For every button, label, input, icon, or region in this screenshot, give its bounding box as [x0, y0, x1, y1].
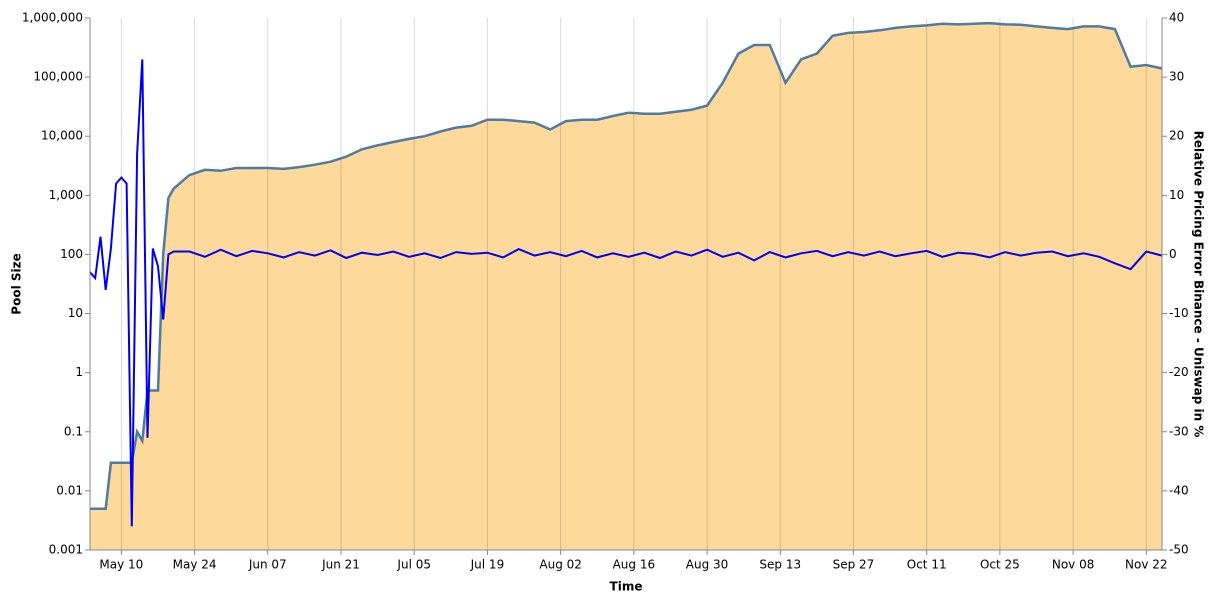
x-tick-label: Nov 22	[1125, 558, 1168, 572]
area	[90, 23, 1162, 551]
x-tick-label: Aug 30	[686, 558, 729, 572]
y2-tick-label: 10	[1169, 188, 1184, 202]
y-tick-label: 10,000	[41, 129, 83, 143]
y-tick-label: 10	[68, 306, 83, 320]
x-tick-label: May 10	[99, 558, 143, 572]
y-tick-label: 0.1	[64, 424, 83, 438]
x-axis-label: Time	[610, 580, 643, 594]
x-tick-label: Jul 19	[470, 558, 505, 572]
x-tick-label: Sep 27	[833, 558, 875, 572]
y2-tick-label: 20	[1169, 129, 1184, 143]
y-tick-label: 1,000,000	[22, 11, 83, 25]
line	[90, 21, 1163, 510]
y-axis-label: Pool Size	[10, 253, 24, 314]
x-tick-label: Jul 05	[396, 558, 431, 572]
y-tick-label: 0.001	[49, 543, 83, 557]
y2-tick-label: -30	[1169, 424, 1189, 438]
y2-tick-label: 40	[1169, 11, 1184, 25]
x-tick-label: Jun 07	[248, 558, 287, 572]
x-tick-label: Jun 21	[321, 558, 360, 572]
y2-tick-label: 30	[1169, 70, 1184, 84]
y2-tick-label: -40	[1169, 483, 1189, 497]
y-tick-label: 1,000	[49, 188, 83, 202]
y2-tick-label: -10	[1169, 306, 1189, 320]
x-tick-label: May 24	[173, 558, 217, 572]
x-tick-label: Oct 11	[907, 558, 947, 572]
y2-axis-label: Relative Pricing Error Binance - Uniswap…	[1192, 131, 1206, 438]
x-tick-label: Nov 08	[1052, 558, 1095, 572]
y2-tick-label: 0	[1169, 247, 1177, 261]
y-tick-label: 0.01	[56, 483, 83, 497]
x-tick-label: Aug 02	[539, 558, 582, 572]
y2-tick-label: -50	[1169, 543, 1189, 557]
line	[89, 59, 1163, 527]
y-tick-label: 100	[60, 247, 83, 261]
y-tick-label: 1	[75, 365, 83, 379]
x-tick-label: Oct 25	[980, 558, 1020, 572]
x-tick-label: Aug 16	[613, 558, 656, 572]
y-tick-label: 100,000	[33, 70, 83, 84]
y2-tick-label: -20	[1169, 365, 1189, 379]
x-tick-label: Sep 13	[759, 558, 801, 572]
